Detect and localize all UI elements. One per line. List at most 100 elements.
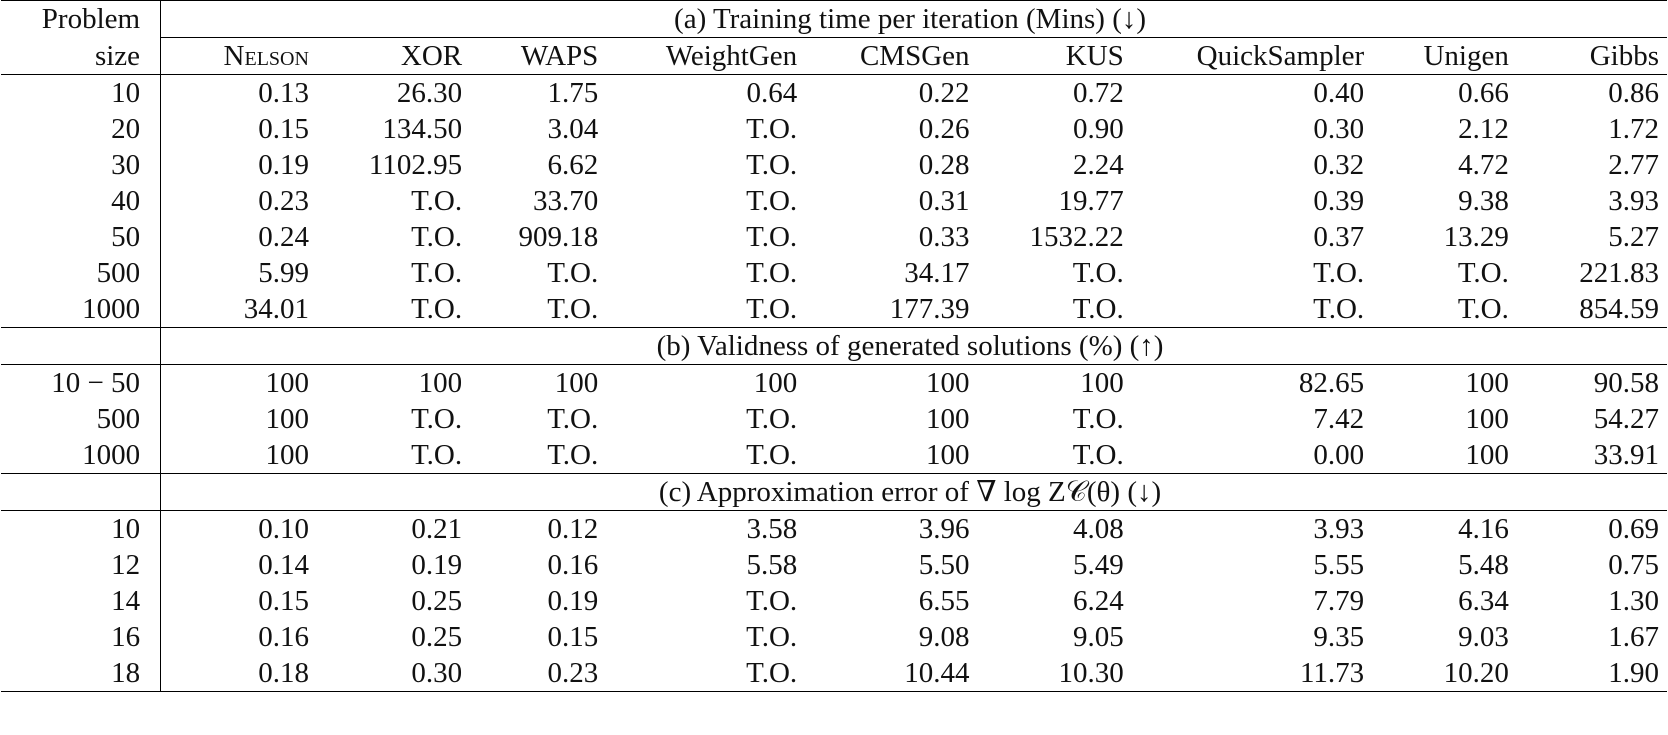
problem-size-cell: 10: [1, 510, 162, 547]
value-cell: 3.96: [918, 513, 970, 545]
value-cell: 33.70: [533, 185, 599, 217]
value-cell: 9.38: [1458, 185, 1509, 217]
table-row: 1000 100 T.O. T.O. T.O. 100 T.O. 0.00 100 33.91: [1, 437, 1667, 474]
value-cell: 0.18: [160, 655, 317, 692]
value-cell: 1532.22: [1029, 221, 1124, 253]
value-cell: 0.30: [1313, 113, 1365, 145]
value-cell: 0.37: [1313, 221, 1365, 253]
value-cell: 0.75: [1608, 549, 1659, 581]
value-cell: 3.58: [746, 513, 798, 545]
table-row: 500 5.99 T.O. T.O. T.O. 34.17 T.O. T.O. T.O. 221.…: [1, 255, 1667, 291]
problem-size-cell: 18: [1, 655, 162, 692]
table-row: 30 0.19 1102.95 6.62 T.O. 0.28 2.24 0.32 4.72 2.7…: [1, 147, 1667, 183]
value-cell: 1.72: [1608, 113, 1659, 145]
table-row: 500 100 T.O. T.O. T.O. 100 T.O. 7.42 100 54.27: [1, 401, 1667, 437]
value-cell: 0.16: [258, 621, 309, 653]
section-header-spacer: [1, 327, 162, 365]
value-cell: 0.25: [411, 585, 463, 617]
value-cell: T.O.: [547, 257, 599, 289]
value-cell: 100: [1465, 367, 1509, 399]
value-cell: 100: [1465, 403, 1509, 435]
size-header-line2: size: [1, 37, 162, 75]
results-table: Problem (a) Training time per iteration …: [1, 0, 1667, 692]
table-row: 50 0.24 T.O. 909.18 T.O. 0.33 1532.22 0.37 13.29…: [1, 219, 1667, 255]
value-cell: 100: [805, 437, 978, 474]
value-cell: 100: [265, 403, 309, 435]
value-cell: T.O.: [746, 185, 798, 217]
column-header-unigen: Unigen: [1372, 37, 1517, 75]
value-cell: 0.12: [547, 513, 599, 545]
value-cell: 1102.95: [368, 149, 463, 181]
size-header-line1: Problem: [1, 0, 162, 38]
value-cell: 9.05: [1073, 621, 1124, 653]
value-cell: T.O.: [1131, 291, 1373, 328]
table-body: 10 0.13 26.30 1.75 0.64 0.22 0.72 0.40 0.66 0.86 2…: [1, 74, 1667, 692]
value-cell: 4.08: [1073, 513, 1124, 545]
value-cell: 0.90: [1073, 113, 1124, 145]
table-row: 40 0.23 T.O. 33.70 T.O. 0.31 19.77 0.39 9.38 3.93: [1, 183, 1667, 219]
value-cell: 0.23: [470, 655, 607, 692]
value-cell: 54.27: [1593, 403, 1659, 435]
value-cell: T.O.: [606, 655, 806, 692]
value-cell: 19.77: [1058, 185, 1124, 217]
value-cell: 854.59: [1516, 291, 1667, 328]
problem-size-cell: 16: [1, 619, 162, 655]
problem-size-cell: 40: [1, 183, 162, 219]
value-cell: 5.58: [746, 549, 798, 581]
value-cell: 33.91: [1516, 437, 1667, 474]
value-cell: 90.58: [1593, 367, 1659, 399]
value-cell: T.O.: [746, 585, 798, 617]
value-cell: 9.03: [1458, 621, 1509, 653]
value-cell: 4.16: [1458, 513, 1509, 545]
value-cell: T.O.: [746, 621, 798, 653]
value-cell: 0.72: [1073, 77, 1124, 109]
value-cell: 0.22: [918, 77, 970, 109]
column-header-xor: XOR: [316, 37, 471, 75]
problem-size-cell: 12: [1, 547, 162, 583]
value-cell: 7.79: [1313, 585, 1365, 617]
value-cell: T.O.: [1457, 257, 1509, 289]
value-cell: 100: [1080, 367, 1124, 399]
value-cell: T.O.: [606, 291, 806, 328]
table-row: 16 0.16 0.25 0.15 T.O. 9.08 9.05 9.35 9.03 1.67: [1, 619, 1667, 655]
value-cell: 10.30: [977, 655, 1132, 692]
value-cell: 0.39: [1313, 185, 1365, 217]
value-cell: T.O.: [746, 403, 798, 435]
value-cell: 1.30: [1608, 585, 1659, 617]
header-row-2: size Nelson XOR WAPS WeightGen CMSGen KU…: [1, 37, 1667, 75]
value-cell: 34.01: [160, 291, 317, 328]
value-cell: T.O.: [1372, 291, 1517, 328]
value-cell: 9.08: [918, 621, 970, 653]
value-cell: 0.32: [1313, 149, 1365, 181]
header-row-1: Problem (a) Training time per iteration …: [1, 0, 1667, 38]
value-cell: T.O.: [470, 437, 607, 474]
value-cell: 5.48: [1458, 549, 1509, 581]
value-cell: 0.13: [258, 77, 309, 109]
value-cell: 2.24: [1073, 149, 1124, 181]
table-row: 18 0.18 0.30 0.23 T.O. 10.44 10.30 11.73 10.20 1.…: [1, 655, 1667, 692]
value-cell: 1.75: [547, 77, 599, 109]
value-cell: T.O.: [411, 403, 463, 435]
value-cell: T.O.: [1313, 257, 1365, 289]
problem-size-cell: 1000: [1, 437, 162, 474]
table-row: 14 0.15 0.25 0.19 T.O. 6.55 6.24 7.79 6.34 1.30: [1, 583, 1667, 619]
value-cell: 82.65: [1298, 367, 1365, 399]
column-header-kus: KUS: [977, 37, 1132, 75]
value-cell: 3.04: [547, 113, 599, 145]
value-cell: 5.49: [1073, 549, 1124, 581]
value-cell: 100: [753, 367, 798, 399]
problem-size-cell: 500: [1, 401, 162, 437]
value-cell: 0.28: [918, 149, 970, 181]
table-row: 12 0.14 0.19 0.16 5.58 5.50 5.49 5.55 5.48 0.75: [1, 547, 1667, 583]
column-header-gibbs: Gibbs: [1516, 37, 1667, 75]
value-cell: 0.23: [258, 185, 309, 217]
column-header-cmsgen: CMSGen: [805, 37, 978, 75]
value-cell: 0.19: [258, 149, 309, 181]
value-cell: T.O.: [316, 437, 471, 474]
value-cell: 100: [160, 437, 317, 474]
value-cell: T.O.: [411, 257, 463, 289]
value-cell: 4.72: [1458, 149, 1509, 181]
value-cell: T.O.: [977, 291, 1132, 328]
value-cell: 1.67: [1608, 621, 1659, 653]
column-header-weightgen: WeightGen: [606, 37, 806, 75]
